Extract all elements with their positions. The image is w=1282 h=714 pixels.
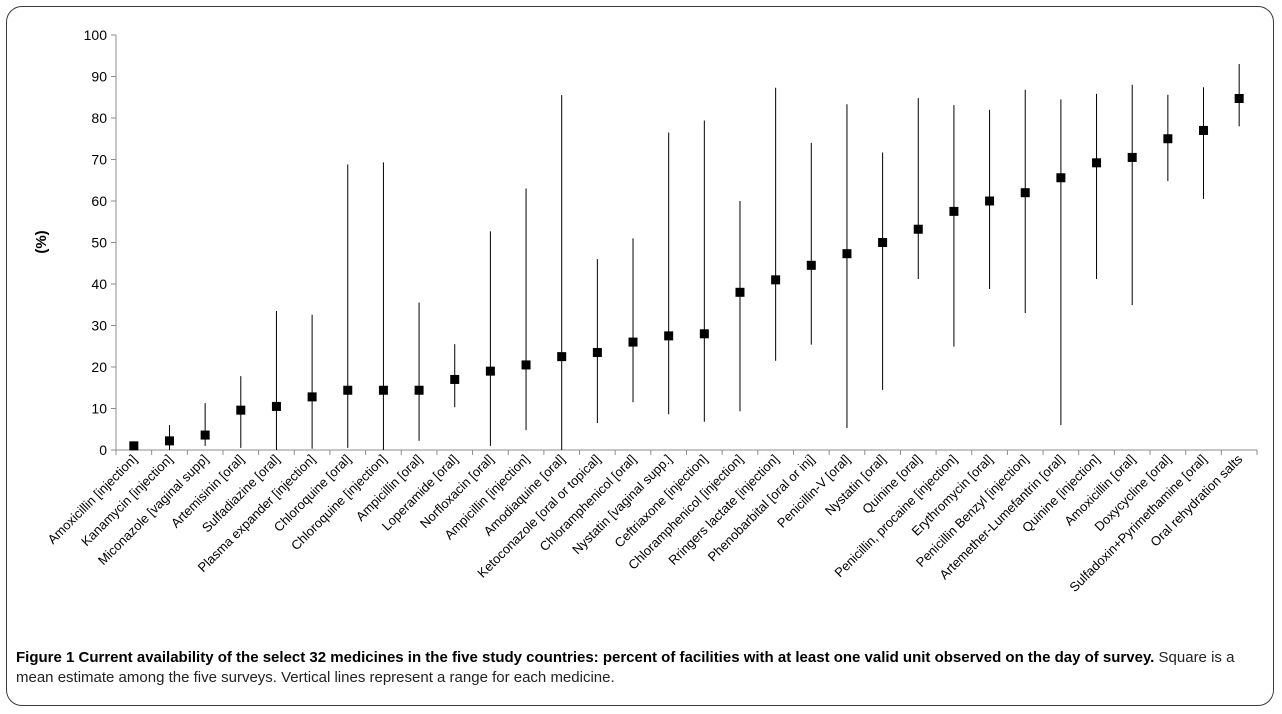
y-tick-label: 80 <box>91 110 107 126</box>
mean-marker <box>271 401 281 411</box>
x-axis: Amoxicillin [injection]Kanamycin [inject… <box>45 449 1258 595</box>
mean-marker <box>485 366 495 376</box>
mean-marker <box>557 352 567 362</box>
mean-marker <box>1056 173 1066 183</box>
figure-frame <box>6 6 1274 706</box>
y-axis: 0 10 20 30 40 50 60 70 80 90 100 <box>84 27 117 458</box>
mean-marker <box>1199 125 1209 135</box>
mean-marker <box>1127 152 1137 162</box>
mean-marker <box>521 360 531 370</box>
mean-marker <box>450 374 460 384</box>
y-tick-label: 30 <box>91 318 107 334</box>
mean-marker <box>628 337 638 347</box>
y-tick-label: 20 <box>91 359 107 375</box>
y-tick-label: 40 <box>91 276 107 292</box>
mean-marker <box>771 275 781 285</box>
mean-marker <box>164 436 174 446</box>
figure-caption: Figure 1 Current availability of the sel… <box>16 648 1261 688</box>
y-tick-label: 10 <box>91 401 107 417</box>
mean-marker <box>1234 93 1244 103</box>
y-tick-label: 100 <box>84 27 108 43</box>
caption-title: Figure 1 Current availability of the sel… <box>16 649 1155 666</box>
mean-marker <box>343 385 353 395</box>
mean-marker <box>806 260 816 270</box>
mean-markers <box>129 93 1244 451</box>
mean-marker <box>842 249 852 259</box>
y-tick-label: 0 <box>99 442 107 458</box>
y-tick-label: 70 <box>91 152 107 168</box>
y-tick-label: 50 <box>91 235 107 251</box>
mean-marker <box>913 224 923 234</box>
mean-marker <box>699 329 709 339</box>
chart: 0 10 20 30 40 50 60 70 80 90 100 Amoxicillin [inje… <box>33 27 1258 595</box>
mean-marker <box>378 385 388 395</box>
mean-marker <box>1163 134 1173 144</box>
y-axis-label: (%) <box>33 230 50 253</box>
caption-body: Square is a mean estimate among the five… <box>16 649 1235 686</box>
mean-marker <box>414 385 424 395</box>
range-lines <box>133 64 1240 450</box>
mean-marker <box>949 206 959 216</box>
mean-marker <box>878 238 888 247</box>
mean-marker <box>664 331 674 341</box>
mean-marker <box>735 287 745 297</box>
mean-marker <box>200 430 210 440</box>
mean-marker <box>1020 188 1030 198</box>
mean-marker <box>236 405 246 415</box>
mean-marker <box>129 441 139 451</box>
y-tick-label: 90 <box>91 69 107 85</box>
mean-marker <box>1092 158 1102 168</box>
mean-marker <box>592 347 602 357</box>
mean-marker <box>985 196 995 206</box>
y-tick-label: 60 <box>91 193 107 209</box>
mean-marker <box>307 392 317 402</box>
